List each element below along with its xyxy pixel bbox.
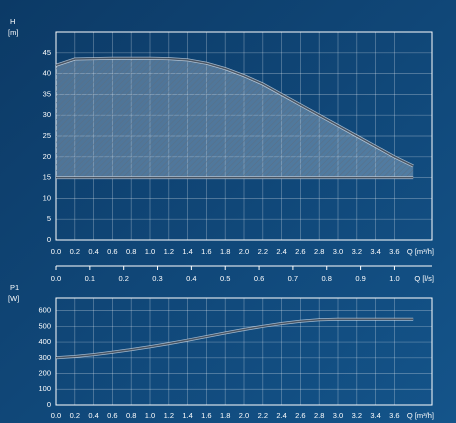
x-tick-label: 3.6 <box>389 411 399 420</box>
x-tick-label: 1.0 <box>145 247 155 256</box>
y-tick-label: 5 <box>47 214 51 223</box>
y-tick-label: 0 <box>47 235 51 244</box>
y-tick-label: 200 <box>38 369 51 378</box>
x-tick-label: 3.2 <box>352 411 362 420</box>
x-tick-label: 2.4 <box>276 411 286 420</box>
hatched-area <box>56 58 414 178</box>
y-tick-label: 25 <box>43 131 51 140</box>
y-tick-label: 500 <box>38 321 51 330</box>
x-tick-label: 2.8 <box>314 247 324 256</box>
x2-tick-label: 1.0 <box>389 274 399 283</box>
x2-axis-label: Q [l/s] <box>414 274 434 283</box>
x-tick-label: 3.2 <box>352 247 362 256</box>
x-tick-label: 0.8 <box>126 247 136 256</box>
x-tick-label: 1.2 <box>164 411 174 420</box>
x-tick-label: 2.6 <box>295 247 305 256</box>
x2-tick-label: 0.7 <box>288 274 298 283</box>
x-tick-label: 1.4 <box>182 247 192 256</box>
x-tick-label: 3.4 <box>370 411 380 420</box>
x-tick-label: 2.2 <box>258 247 268 256</box>
x-tick-label: 1.2 <box>164 247 174 256</box>
x-tick-label: 0.0 <box>51 411 61 420</box>
x2-tick-label: 0.8 <box>322 274 332 283</box>
x-tick-label: 2.4 <box>276 247 286 256</box>
y-tick-label: 400 <box>38 337 51 346</box>
y-axis-label: P1 <box>10 283 19 292</box>
x-tick-label: 2.2 <box>258 411 268 420</box>
x2-tick-label: 0.3 <box>152 274 162 283</box>
curve <box>55 318 414 359</box>
x-tick-label: 2.0 <box>239 247 249 256</box>
x-tick-label: 1.8 <box>220 247 230 256</box>
x2-tick-label: 0.9 <box>355 274 365 283</box>
x-tick-label: 0.2 <box>70 247 80 256</box>
x-tick-label: 1.0 <box>145 411 155 420</box>
y-tick-label: 10 <box>43 193 51 202</box>
x-tick-label: 0.0 <box>51 247 61 256</box>
x-tick-label: 1.6 <box>201 411 211 420</box>
x-tick-label: 0.4 <box>88 247 98 256</box>
plot-frame <box>55 297 433 406</box>
curve <box>55 57 414 167</box>
x-tick-label: 2.0 <box>239 411 249 420</box>
x-tick-label: 3.0 <box>333 247 343 256</box>
y-tick-label: 300 <box>38 353 51 362</box>
y-tick-label: 600 <box>38 306 51 315</box>
x-tick-label: 0.2 <box>70 411 80 420</box>
x-tick-label: 2.8 <box>314 411 324 420</box>
y-axis-unit: [m] <box>8 28 18 37</box>
x-tick-label: 2.6 <box>295 411 305 420</box>
y-axis-label: H <box>10 17 15 26</box>
x-tick-label: 1.6 <box>201 247 211 256</box>
x-tick-label: 0.8 <box>126 411 136 420</box>
x2-tick-label: 0.6 <box>254 274 264 283</box>
x-tick-label: 1.8 <box>220 411 230 420</box>
x-tick-label: 0.6 <box>107 411 117 420</box>
x-tick-label: 0.6 <box>107 247 117 256</box>
x-tick-label: 3.6 <box>389 247 399 256</box>
x-axis-label: Q [m³/h] <box>407 411 434 420</box>
y-tick-label: 45 <box>43 48 51 57</box>
y-tick-label: 35 <box>43 89 51 98</box>
x2-tick-label: 0.0 <box>51 274 61 283</box>
y-tick-label: 20 <box>43 152 51 161</box>
y-tick-label: 40 <box>43 69 51 78</box>
x2-tick-label: 0.4 <box>186 274 196 283</box>
x-tick-label: 0.4 <box>88 411 98 420</box>
y-tick-label: 100 <box>38 384 51 393</box>
x2-tick-label: 0.2 <box>118 274 128 283</box>
x2-tick-label: 0.1 <box>85 274 95 283</box>
x-axis-label: Q [m³/h] <box>407 247 434 256</box>
x-tick-label: 3.0 <box>333 411 343 420</box>
y-tick-label: 15 <box>43 173 51 182</box>
y-tick-label: 30 <box>43 110 51 119</box>
x-tick-label: 3.4 <box>370 247 380 256</box>
y-tick-label: 0 <box>47 400 51 409</box>
y-axis-unit: [W] <box>8 294 19 303</box>
x-tick-label: 1.4 <box>182 411 192 420</box>
x2-tick-label: 0.5 <box>220 274 230 283</box>
